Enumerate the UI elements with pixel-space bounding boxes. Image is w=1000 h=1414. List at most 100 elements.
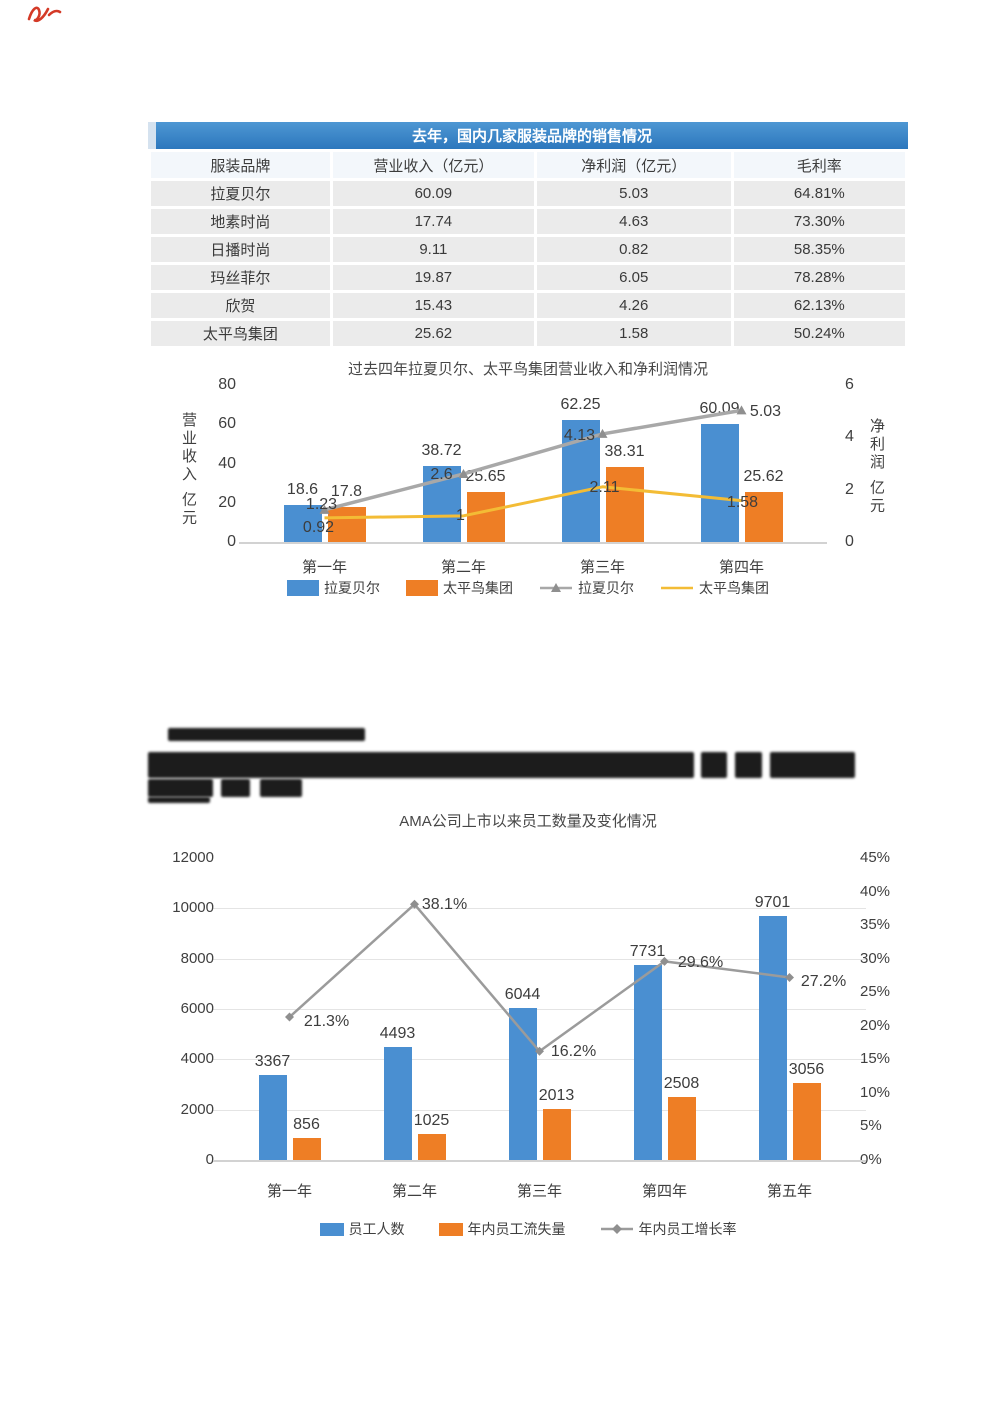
table-cell: 0.82: [536, 237, 731, 262]
category-label: 第四年: [718, 559, 764, 576]
bar-value-label: 2013: [538, 1087, 575, 1105]
redacted-text-segment: [221, 779, 250, 797]
left-axis-title: 营业收入 亿元: [180, 412, 197, 528]
y-axis-tick-label: 20: [218, 493, 236, 511]
bar-primary: [758, 915, 787, 1160]
bar-primary: [258, 1075, 287, 1160]
legend-label: 太平鸟集团: [699, 580, 769, 596]
category-label: 第一年: [266, 1183, 312, 1200]
y-axis-tick-label: 8000: [180, 949, 214, 967]
y-axis-tick-label: 0: [227, 533, 236, 550]
secondary-axis-tick-label: 2: [845, 480, 854, 498]
bar-value-label: 6044: [504, 985, 541, 1003]
table-header-cell: 毛利率: [733, 152, 905, 178]
bar-value-label: 18.6: [286, 481, 319, 499]
redacted-text-segment: [770, 752, 855, 778]
secondary-axis-tick-label: 20%: [860, 1016, 891, 1034]
bar-value-label: 9701: [754, 893, 791, 911]
table-row: 日播时尚 9.11 0.82 58.35%: [151, 237, 905, 262]
legend-item: 太平鸟集团: [660, 578, 769, 598]
category-label: 第五年: [766, 1183, 812, 1200]
category-label: 第三年: [579, 559, 625, 576]
table-cell: 58.35%: [733, 237, 905, 262]
legend-swatch: [438, 1222, 463, 1236]
chart-legend: 拉夏贝尔 太平鸟集团 拉夏贝尔 太平鸟集团: [148, 578, 908, 598]
legend-label: 员工人数: [348, 1221, 405, 1237]
secondary-axis-tick-label: 15%: [860, 1050, 891, 1068]
redacted-text-segment: [148, 797, 210, 803]
bar-secondary: [792, 1083, 821, 1160]
table-header-cell: 营业收入（亿元）: [332, 152, 534, 178]
legend-line-swatch: [540, 583, 572, 592]
line-value-label: 2.6: [430, 465, 453, 483]
secondary-axis-tick-label: 5%: [860, 1117, 882, 1135]
table-title: 去年，国内几家服装品牌的销售情况: [411, 128, 652, 145]
table-header-cell: 服装品牌: [151, 152, 330, 178]
y-axis-tick-label: 10000: [172, 899, 214, 917]
table-cell: 15.43: [332, 293, 534, 318]
table-row: 玛丝菲尔 19.87 6.05 78.28%: [151, 265, 905, 290]
category-label: 第三年: [516, 1183, 562, 1200]
secondary-axis-tick-label: 0%: [860, 1151, 882, 1168]
table-cell: 60.09: [332, 181, 534, 206]
line-value-label: 27.2%: [800, 973, 847, 991]
table-cell: 欣贺: [151, 293, 330, 318]
y-axis-tick-label: 6000: [180, 1000, 214, 1017]
secondary-axis-tick-label: 0: [845, 533, 854, 550]
secondary-axis-tick-label: 40%: [860, 882, 891, 900]
bar-value-label: 3367: [254, 1053, 291, 1071]
table-cell: 日播时尚: [151, 237, 330, 262]
table-cell: 17.74: [332, 209, 534, 234]
category-label: 第二年: [440, 559, 486, 576]
gridline: [213, 1059, 866, 1061]
secondary-axis-tick-label: 35%: [860, 916, 891, 934]
legend-item: 拉夏贝尔: [539, 578, 634, 598]
legend-line-swatch: [600, 1224, 633, 1234]
table-cell: 64.81%: [733, 181, 905, 206]
table-header-row: 服装品牌 营业收入（亿元） 净利润（亿元） 毛利率: [151, 152, 905, 178]
bar-value-label: 62.25: [560, 395, 601, 413]
y-axis-tick-label: 60: [218, 415, 236, 433]
category-label: 第二年: [391, 1183, 437, 1200]
bar-value-label: 38.72: [421, 442, 462, 459]
line-value-label: 29.6%: [677, 954, 724, 972]
y-axis-tick-label: 0: [205, 1151, 214, 1168]
bar-primary: [383, 1046, 412, 1160]
redacted-text-segment: [148, 752, 694, 778]
bar-secondary: [667, 1096, 696, 1160]
bar-primary: [508, 1007, 537, 1160]
legend-label: 太平鸟集团: [443, 580, 513, 596]
line-value-label: 2.11: [589, 478, 620, 496]
legend-label: 年内员工增长率: [638, 1221, 737, 1237]
redacted-text-segment: [701, 752, 727, 778]
red-scribble-path: [27, 6, 62, 23]
bar-value-label: 1025: [413, 1112, 450, 1130]
bar-secondary: [417, 1134, 446, 1160]
category-label: 第四年: [641, 1183, 687, 1200]
employee-growth-chart: AMA公司上市以来员工数量及变化情况 12000 10000 8000 6000 4000…: [148, 798, 908, 1253]
bar-primary: [283, 505, 322, 542]
chart-title: AMA公司上市以来员工数量及变化情况: [399, 813, 657, 830]
table-row: 拉夏贝尔 60.09 5.03 64.81%: [151, 181, 905, 206]
secondary-axis-tick-label: 25%: [860, 983, 891, 1001]
secondary-axis-tick-label: 30%: [860, 949, 891, 967]
x-axis-line: [239, 542, 827, 544]
table-cell: 5.03: [536, 181, 731, 206]
y-axis-tick-label: 40: [218, 454, 236, 472]
legend-label: 年内员工流失量: [467, 1221, 566, 1237]
table-title-bar: 去年，国内几家服装品牌的销售情况: [156, 122, 908, 149]
bar-secondary: [292, 1138, 321, 1160]
line-value-label: 1.58: [726, 493, 759, 511]
legend-item: 太平鸟集团: [406, 578, 513, 598]
legend-item: 年内员工流失量: [438, 1219, 566, 1239]
secondary-axis-tick-label: 45%: [860, 849, 891, 866]
table-row: 太平鸟集团 25.62 1.58 50.24%: [151, 321, 905, 346]
table-cell: 6.05: [536, 265, 731, 290]
table-cell: 太平鸟集团: [151, 321, 330, 346]
legend-item: 员工人数: [319, 1219, 405, 1239]
table-cell: 50.24%: [733, 321, 905, 346]
bar-secondary: [542, 1109, 571, 1160]
line-value-label: 5.03: [749, 403, 782, 421]
bar-value-label: 3056: [788, 1061, 825, 1079]
legend-label: 拉夏贝尔: [324, 580, 380, 596]
